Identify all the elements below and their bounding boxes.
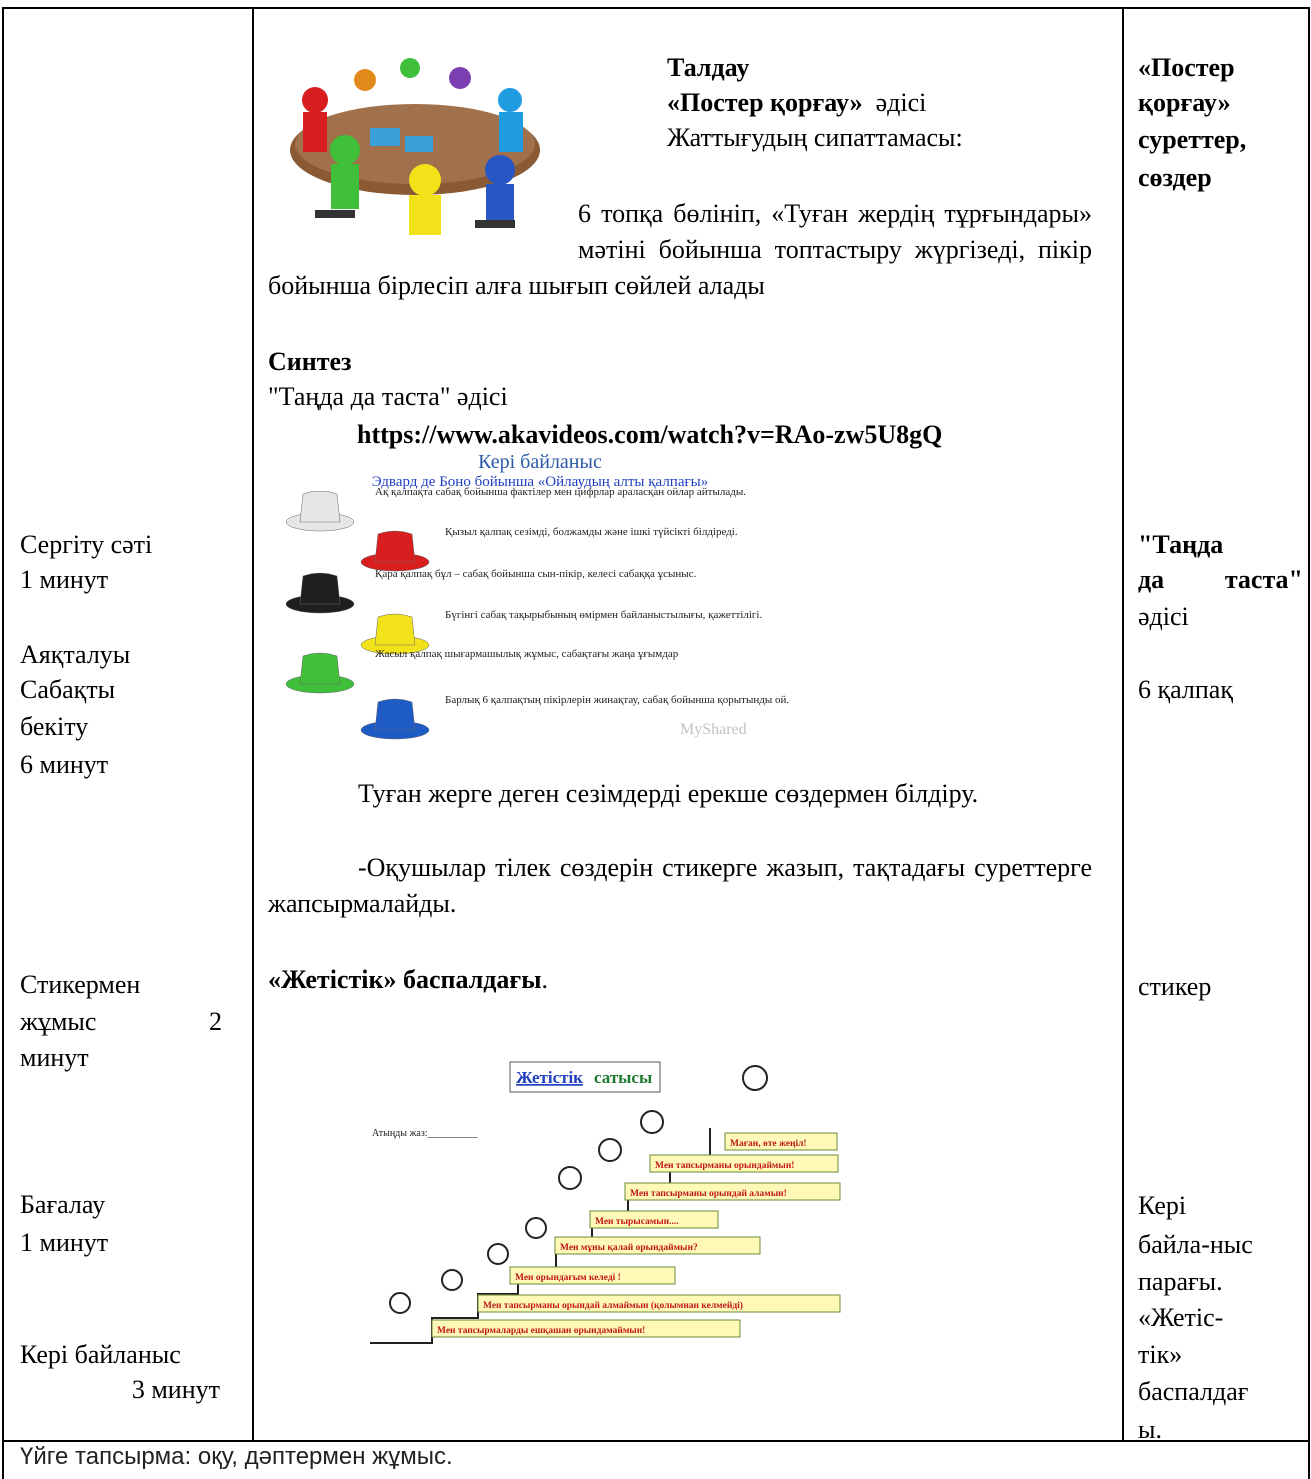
step-label: Мен мұны қалай орындаймын? [560,1242,698,1253]
hat-crown [299,652,341,685]
step-box [589,1210,719,1229]
right-line: қорғау» [1138,88,1231,117]
hat-crown [374,613,416,646]
hat-text: Жасыл қалпақ шығармашылық жұмыс, сабақта… [375,648,679,660]
image-title-link: Жетістік [516,1068,583,1087]
method-word: әдісі [875,88,927,117]
feelings-paragraph: Туған жерге деген сезімдерді ерекше сөзд… [358,779,979,808]
left-line: Сабақты [20,675,116,704]
right-line: парағы. [1138,1267,1223,1296]
step-box [724,1132,838,1151]
table-border [2,7,4,1479]
hat-crown [299,490,341,523]
step-box [477,1294,841,1313]
table-border [1308,7,1310,1479]
step-box [554,1236,761,1255]
method-name: «Постер қорғау» [667,88,863,117]
right-line: «Жетіс- [1138,1303,1224,1332]
hat-text-box: Қара қалпақ бұл – сабақ бойынша сын-пікі… [375,568,697,580]
homework: Үйге тапсырма: оқу, дәптермен жұмыс. [20,1443,453,1470]
hats-subtitle: Эдвард де Боно бойынша «Ойлаудың алты қа… [372,474,708,490]
hat-text-box: Бүгінгі сабақ тақырыбының өмірмен байлан… [445,609,763,621]
step-label: Мен тырысамын.... [595,1217,679,1227]
image-title-rest: сатысы [594,1068,652,1087]
task-paragraph: -Оқушылар тілек сөздерін стикерге жазып,… [268,853,1092,918]
method-line: «Постер қорғау» әдісі [667,86,926,120]
synthesis-heading: Синтез [268,347,352,376]
left-line: бекіту [20,712,89,741]
left-line: Бағалау [20,1190,106,1219]
analysis-heading: Талдау [667,53,750,82]
step-label: Мен тапсырманы орындай аламын! [630,1188,787,1199]
hat-crown [299,572,341,605]
synthesis-method: "Таңда да таста" әдісі [268,382,508,411]
step-label: Маған, өте жеңіл! [730,1138,807,1149]
hat-text: Қызыл қалпақ сезімді, болжамды және ішкі… [445,526,738,538]
ladder-heading-line: «Жетістік» баспалдағы. [268,963,548,997]
step-box [624,1182,841,1201]
ladder-image: Жетістік сатысы Атыңды жаз:__________ Ма… [370,1061,841,1344]
hat-text: Қара қалпақ бұл – сабақ бойынша сын-пікі… [375,568,697,580]
hat-crown [374,698,416,731]
right-line: стикер [1138,972,1212,1001]
right-line: «Постер [1138,53,1235,82]
step-box [431,1319,741,1338]
image-wrap-spacer [268,196,578,268]
step-box [509,1266,676,1285]
hat-text-box: Барлық 6 қалпақтың пікірлерін жинақтау, … [445,694,790,706]
image-title-box [509,1061,661,1093]
table-border [2,7,1309,9]
meeting-image [290,58,540,235]
hats-title: Кері байланыс [478,451,602,473]
hat-text: Ақ қалпақта сабақ бойынша фактілер мен ц… [375,486,746,498]
right-line: байла-ныс [1138,1230,1253,1259]
step-label: Мен тапсырманы орындай алмаймын (қолымна… [483,1300,743,1311]
right-line: 6 қалпақ [1138,675,1233,704]
description-label: Жаттығудың сипаттамасы: [667,123,963,152]
video-url[interactable]: https://www.akavideos.com/watch?v=RAo-zw… [357,420,943,449]
hat-text: Бүгінгі сабақ тақырыбының өмірмен байлан… [445,609,763,621]
description-paragraph: 6 топқа бөлініп, «Туған жердің тұрғындар… [268,196,1092,304]
left-line: 1 минут [20,1228,109,1257]
hat-text-box: Жасыл қалпақ шығармашылық жұмыс, сабақта… [375,648,679,660]
right-line: да таста" [1138,565,1303,594]
table-border [2,1440,1309,1442]
hat-crown [374,530,416,563]
right-line: сөздер [1138,163,1212,192]
right-line: ы. [1138,1415,1162,1444]
left-line: 6 минут [20,750,109,779]
left-line: Аяқталуы [20,640,131,669]
right-line: "Таңда [1138,530,1224,559]
left-line: Кері байланыс [20,1340,181,1369]
table-border [1122,7,1124,1442]
step-label: Мен тапсырманы орындаймын! [655,1160,794,1171]
right-line: Кері [1138,1191,1187,1220]
punctuation: . [541,965,549,994]
right-line: суреттер, [1138,125,1247,154]
step-label: Мен орындағым келеді ! [515,1272,621,1283]
name-prompt: Атыңды жаз:__________ [372,1128,479,1139]
left-line: минут [20,1043,89,1072]
step-label: Мен тапсырмаларды ешқашан орындамаймын! [437,1325,645,1336]
description: 6 топқа бөлініп, «Туған жердің тұрғындар… [268,199,1092,300]
right-line: баспалдағ [1138,1377,1249,1406]
right-line: әдісі [1138,602,1189,631]
table-border [252,7,254,1442]
left-line: Сергіту сәті [20,530,153,559]
hat-text: Барлық 6 қалпақтың пікірлерін жинақтау, … [445,694,790,706]
left-line: 1 минут [20,565,109,594]
ladder-heading: «Жетістік» баспалдағы [268,965,542,994]
right-line: тік» [1138,1340,1183,1369]
left-line: 3 минут [131,1375,220,1404]
hat-text-box: Ақ қалпақта сабақ бойынша фактілер мен ц… [375,486,746,498]
watermark: MyShared [680,721,747,738]
step-box [649,1154,839,1173]
hat-text-box: Қызыл қалпақ сезімді, болжамды және ішкі… [445,526,738,538]
left-line: Стикермен [20,970,141,999]
left-line: жұмыс 2 [20,1007,222,1036]
